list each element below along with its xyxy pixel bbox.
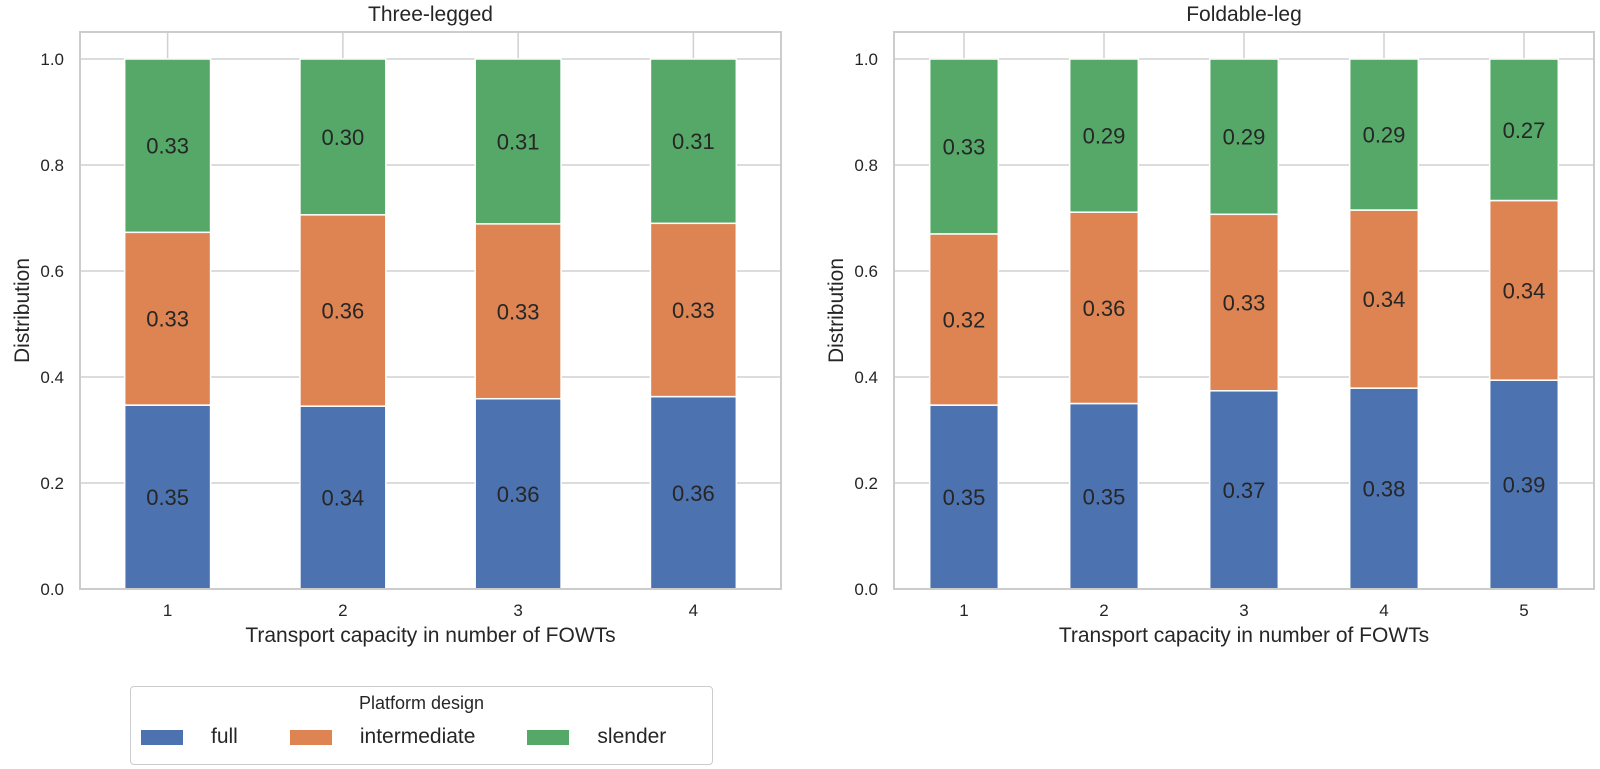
- panel-2-y-tick-label: 0.4: [854, 368, 878, 387]
- panel-1-data-label-slender-2: 0.30: [321, 125, 364, 150]
- panel-1-data-label-intermediate-4: 0.33: [672, 298, 715, 323]
- panel-2-bar-slender-4: [1348, 58, 1420, 211]
- panel-1-y-tick-label: 0.6: [40, 262, 64, 281]
- panel-1-x-tick-label: 2: [338, 601, 347, 620]
- panel-2-data-label-slender-1: 0.33: [943, 134, 986, 159]
- panel-2-x-axis-label: Transport capacity in number of FOWTs: [1059, 624, 1429, 647]
- panel-1-bar-intermediate-3: [474, 223, 562, 400]
- legend-swatch-intermediate: [289, 729, 332, 745]
- panel-2-title: Foldable-leg: [1186, 3, 1302, 26]
- panel-2-bar-full-2: [1068, 402, 1140, 590]
- legend-item-full: full: [141, 725, 238, 749]
- panel-2-bar-full-3: [1208, 390, 1280, 590]
- panel-1-data-label-full-4: 0.36: [672, 481, 715, 506]
- panel-1-y-tick-label: 0.8: [40, 156, 64, 175]
- panel-1-x-axis-label: Transport capacity in number of FOWTs: [245, 624, 615, 647]
- panel-1-data-label-slender-3: 0.31: [497, 129, 540, 154]
- panel-2-data-label-intermediate-3: 0.33: [1223, 291, 1266, 316]
- legend-swatch-full: [141, 729, 183, 745]
- panel-2-y-tick-label: 0.0: [854, 580, 878, 599]
- panel-1-bar-full-1: [123, 404, 212, 590]
- panel-2-y-tick-label: 0.6: [854, 262, 878, 281]
- panel-2-x-tick-label: 4: [1379, 601, 1388, 620]
- panel-1-bar-full-3: [474, 397, 562, 590]
- legend-item-intermediate: intermediate: [289, 725, 476, 749]
- panel-2-y-tick-label: 0.8: [854, 156, 878, 175]
- panel-2-y-tick-label: 0.2: [854, 474, 878, 493]
- legend-label-full: full: [211, 725, 238, 748]
- panel-1-bar-slender-4: [649, 58, 738, 225]
- panel-1-bar-slender-2: [299, 58, 387, 216]
- panel-2-data-label-full-2: 0.35: [1083, 484, 1126, 509]
- panel-2-data-label-slender-2: 0.29: [1083, 124, 1126, 149]
- panel-2-bar-full-5: [1488, 379, 1560, 590]
- legend-label-intermediate: intermediate: [359, 725, 476, 748]
- panel-2-bar-slender-2: [1068, 58, 1140, 213]
- panel-2-bar-slender-5: [1488, 58, 1560, 202]
- panel-1-data-label-intermediate-1: 0.33: [146, 307, 189, 332]
- panel-1-axes-frame: [79, 31, 782, 590]
- panel-2-data-label-intermediate-1: 0.32: [943, 307, 986, 332]
- panel-2-bar-intermediate-2: [1068, 211, 1140, 405]
- panel-1-data-label-intermediate-2: 0.36: [321, 298, 364, 323]
- panel-1-title: Three-legged: [368, 3, 493, 26]
- panel-2-data-label-full-4: 0.38: [1363, 477, 1406, 502]
- panel-2-data-label-intermediate-4: 0.34: [1363, 287, 1406, 312]
- panel-2-data-label-full-1: 0.35: [943, 485, 986, 510]
- panel-1-y-tick-label: 0.4: [40, 368, 64, 387]
- panel-2-bar-intermediate-4: [1348, 209, 1420, 389]
- panel-1-data-label-full-2: 0.34: [321, 486, 364, 511]
- legend-label-slender: slender: [597, 725, 667, 748]
- panel-1-x-tick-label: 1: [163, 601, 172, 620]
- panel-2-data-label-full-5: 0.39: [1503, 473, 1546, 498]
- panel-1-bar-slender-1: [123, 58, 212, 234]
- panel-2-bar-slender-3: [1208, 58, 1280, 216]
- panel-1-bar-intermediate-2: [299, 214, 387, 407]
- panel-2-x-tick-label: 3: [1239, 601, 1248, 620]
- panel-2-x-tick-label: 5: [1519, 601, 1528, 620]
- legend: Platform design full intermediate slende…: [130, 686, 713, 765]
- panel-2-bar-slender-1: [928, 58, 1000, 235]
- panel-2-data-label-intermediate-2: 0.36: [1083, 296, 1126, 321]
- panel-2-bar-intermediate-1: [928, 233, 1000, 406]
- panel-1-y-tick-label: 1.0: [40, 50, 64, 69]
- panel-1-bar-full-4: [649, 395, 738, 590]
- panel-1-bar-intermediate-1: [123, 231, 212, 406]
- panel-2-data-label-intermediate-5: 0.34: [1503, 278, 1546, 303]
- panel-2-data-label-slender-4: 0.29: [1363, 123, 1406, 148]
- panel-1-data-label-intermediate-3: 0.33: [497, 299, 540, 324]
- panel-2-x-tick-label: 2: [1099, 601, 1108, 620]
- legend-item-slender: slender: [527, 725, 666, 749]
- panel-1-bar-slender-3: [474, 58, 562, 225]
- panel-2-data-label-slender-3: 0.29: [1223, 125, 1266, 150]
- panel-1-data-label-slender-1: 0.33: [146, 134, 189, 159]
- panel-2-y-tick-label: 1.0: [854, 50, 878, 69]
- panel-1-y-axis-label: Distribution: [11, 258, 34, 363]
- panel-1-data-label-full-1: 0.35: [146, 485, 189, 510]
- panel-2-axes-frame: [893, 31, 1595, 590]
- panel-1-x-tick-label: 3: [513, 601, 522, 620]
- legend-swatch-slender: [527, 729, 570, 745]
- panel-1-y-tick-label: 0.2: [40, 474, 64, 493]
- legend-title: Platform design: [358, 693, 485, 713]
- panel-2-data-label-slender-5: 0.27: [1503, 118, 1546, 143]
- panel-2-bar-intermediate-3: [1208, 213, 1280, 392]
- panel-1-y-tick-label: 0.0: [40, 580, 64, 599]
- panel-2-x-tick-label: 1: [959, 601, 968, 620]
- panel-2-y-axis-label: Distribution: [825, 258, 848, 363]
- panel-1-data-label-full-3: 0.36: [497, 482, 540, 507]
- panel-1-data-label-slender-4: 0.31: [672, 129, 715, 154]
- panel-2-data-label-full-3: 0.37: [1223, 478, 1266, 503]
- panel-1-x-tick-label: 4: [689, 601, 698, 620]
